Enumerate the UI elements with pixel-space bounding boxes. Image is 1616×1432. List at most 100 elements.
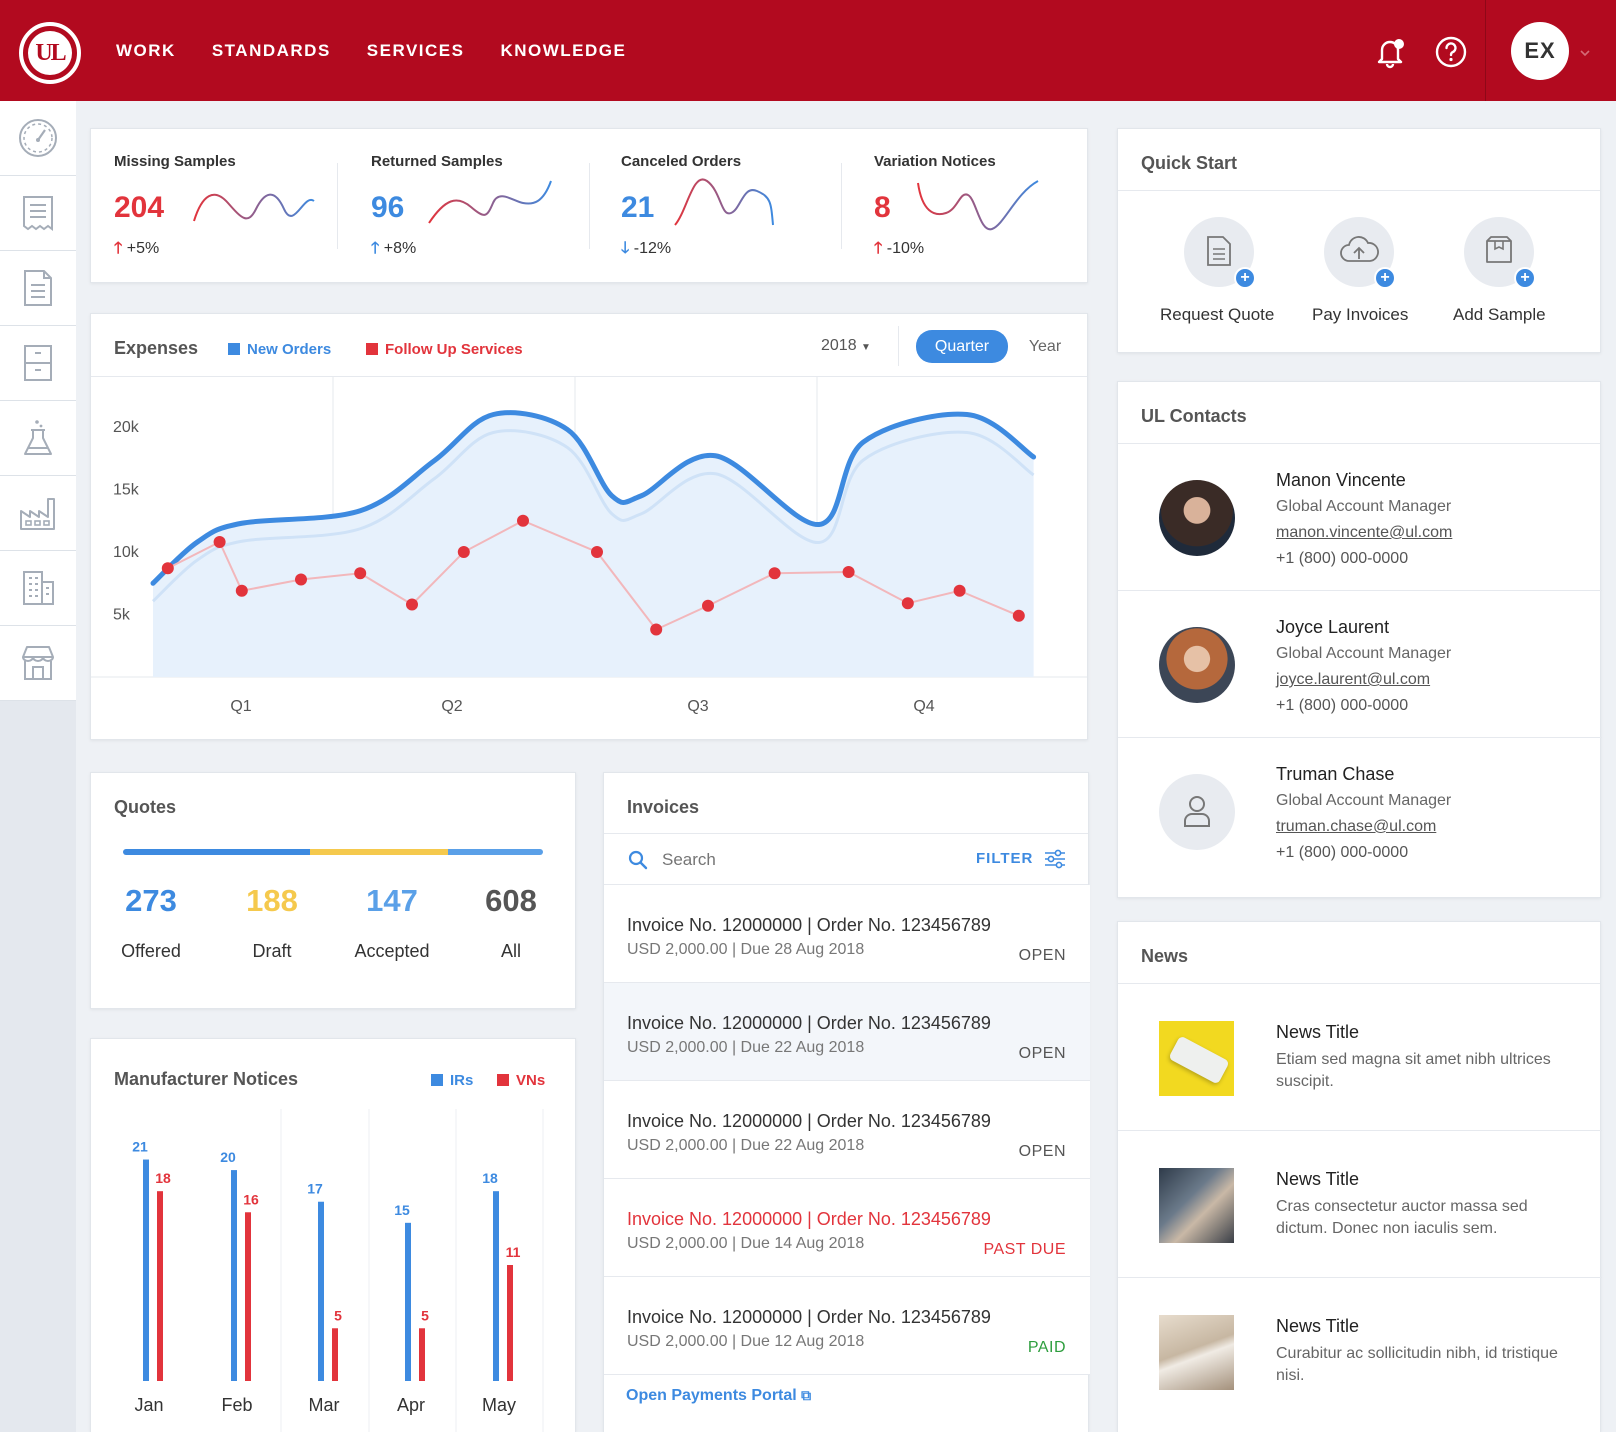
contact-item[interactable]: Manon Vincente Global Account Manager ma… — [1118, 444, 1602, 591]
nav-knowledge[interactable]: KNOWLEDGE — [500, 40, 627, 60]
news-item[interactable]: News Title Etiam sed magna sit amet nibh… — [1118, 984, 1602, 1131]
bar-irs[interactable] — [318, 1201, 324, 1381]
data-point[interactable] — [517, 514, 529, 527]
expenses-card: Expenses New Orders Follow Up Services 2… — [90, 313, 1088, 740]
contact-phone: +1 (800) 000-0000 — [1276, 844, 1409, 861]
quotes-offered-value[interactable]: 273 — [125, 883, 177, 918]
sidebar-item-buildings[interactable] — [0, 551, 76, 626]
legend-new-orders[interactable]: New Orders — [228, 341, 331, 358]
bar-vns[interactable] — [332, 1328, 338, 1381]
invoice-row[interactable]: Invoice No. 12000000 | Order No. 1234567… — [604, 1179, 1090, 1277]
tab-year[interactable]: Year — [1028, 338, 1062, 355]
contact-email[interactable]: truman.chase@ul.com — [1276, 818, 1437, 835]
ul-logo[interactable]: UL — [19, 22, 81, 84]
chevron-down-icon[interactable] — [1580, 48, 1590, 58]
legend-irs[interactable]: IRs — [431, 1072, 473, 1089]
invoice-row[interactable]: Invoice No. 12000000 | Order No. 1234567… — [604, 885, 1090, 983]
contact-email[interactable]: joyce.laurent@ul.com — [1276, 671, 1431, 688]
data-point[interactable] — [591, 546, 603, 558]
avatar — [1159, 627, 1235, 703]
open-payments-portal-link[interactable]: Open Payments Portal ⧉ — [626, 1387, 811, 1405]
logo-text: UL — [28, 31, 72, 75]
data-point[interactable] — [213, 536, 226, 548]
data-point[interactable] — [953, 584, 966, 597]
stat-divider — [589, 163, 590, 249]
quotes-all-value[interactable]: 608 — [485, 883, 537, 918]
sparkline — [428, 180, 552, 224]
stat-trend: 🡑 +5% — [114, 237, 159, 264]
sliders-icon[interactable] — [1044, 849, 1066, 869]
data-point[interactable] — [842, 566, 855, 578]
legend-vns[interactable]: VNs — [497, 1072, 545, 1089]
legend-label: VNs — [516, 1072, 546, 1089]
bar-vns[interactable] — [507, 1265, 513, 1381]
quotes-accepted-value[interactable]: 147 — [366, 883, 418, 918]
caret-down-icon: ▼ — [861, 342, 871, 353]
invoice-row[interactable]: Invoice No. 12000000 | Order No. 1234567… — [604, 1081, 1090, 1179]
news-item[interactable]: News Title Curabitur ac sollicitudin nib… — [1118, 1278, 1602, 1425]
bar-irs[interactable] — [231, 1170, 237, 1381]
quotes-draft-value[interactable]: 188 — [246, 883, 298, 918]
help-icon[interactable] — [1434, 35, 1468, 69]
legend-label: Follow Up Services — [385, 341, 523, 358]
contact-item[interactable]: Joyce Laurent Global Account Manager joy… — [1118, 591, 1602, 738]
year-select[interactable]: 2018 ▼ — [821, 337, 871, 355]
sidebar-item-documents[interactable] — [0, 251, 76, 326]
invoice-search-input[interactable] — [662, 846, 912, 874]
user-avatar[interactable]: EX — [1511, 22, 1569, 80]
sidebar-item-cabinet[interactable] — [0, 326, 76, 401]
invoice-row[interactable]: Invoice No. 12000000 | Order No. 1234567… — [604, 1277, 1090, 1375]
bar-irs[interactable] — [493, 1191, 499, 1381]
nav-work[interactable]: WORK — [116, 40, 176, 60]
sidebar-item-receipts[interactable] — [0, 176, 76, 251]
x-tick-label: Q1 — [230, 698, 251, 715]
contact-email[interactable]: manon.vincente@ul.com — [1276, 524, 1453, 541]
bar-irs[interactable] — [143, 1159, 149, 1381]
stat-label: Missing Samples — [114, 153, 236, 170]
data-point[interactable] — [406, 598, 418, 611]
data-point[interactable] — [1012, 609, 1025, 622]
sidebar-item-factories[interactable] — [0, 476, 76, 551]
contact-item[interactable]: Truman Chase Global Account Manager trum… — [1118, 738, 1602, 885]
sidebar-item-lab[interactable] — [0, 401, 76, 476]
data-point[interactable] — [354, 567, 367, 580]
data-point[interactable] — [901, 597, 914, 610]
avatar — [1159, 480, 1235, 556]
pay-invoices-button[interactable]: + — [1324, 217, 1396, 289]
stat-canceled-orders[interactable]: Canceled Orders 21 🡓 -12% — [621, 129, 851, 279]
tab-quarter[interactable]: Quarter — [916, 330, 1008, 363]
data-point[interactable] — [702, 599, 714, 612]
request-quote-button[interactable]: + — [1184, 217, 1256, 289]
bar-irs[interactable] — [405, 1222, 411, 1381]
bar-vns[interactable] — [245, 1212, 251, 1381]
invoice-status: OPEN — [1018, 1045, 1066, 1062]
nav-standards[interactable]: STANDARDS — [211, 40, 331, 60]
data-point[interactable] — [768, 567, 781, 580]
data-point[interactable] — [161, 562, 174, 575]
x-tick-label: May — [482, 1395, 516, 1415]
bar-vns[interactable] — [157, 1191, 163, 1381]
filter-button[interactable]: FILTER — [976, 850, 1034, 867]
sidebar-item-stores[interactable] — [0, 626, 76, 701]
data-point[interactable] — [235, 584, 248, 597]
sidebar-item-dashboard[interactable] — [0, 101, 76, 176]
quotes-offered-label: Offered — [121, 941, 181, 961]
bar-vns[interactable] — [419, 1328, 425, 1381]
stat-value: 96 — [371, 191, 405, 224]
sidebar — [0, 101, 76, 1432]
legend-follow-up-services[interactable]: Follow Up Services — [366, 341, 523, 358]
data-point[interactable] — [457, 546, 470, 558]
invoice-row[interactable]: Invoice No. 12000000 | Order No. 1234567… — [604, 983, 1090, 1081]
search-icon[interactable] — [628, 850, 648, 870]
bar-value-label: 17 — [307, 1181, 323, 1197]
news-item[interactable]: News Title Cras consectetur auctor massa… — [1118, 1131, 1602, 1278]
stat-variation-notices[interactable]: Variation Notices 8 🡑 -10% — [874, 129, 1089, 279]
invoice-subtitle: USD 2,000.00 | Due 22 Aug 2018 — [627, 1039, 865, 1056]
stat-missing-samples[interactable]: Missing Samples 204 🡑 +5% — [114, 129, 344, 279]
nav-services[interactable]: SERVICES — [366, 40, 465, 60]
add-sample-button[interactable]: + — [1464, 217, 1536, 289]
stat-returned-samples[interactable]: Returned Samples 96 🡑 +8% — [371, 129, 601, 279]
data-point[interactable] — [650, 623, 663, 636]
bell-icon[interactable] — [1373, 35, 1407, 69]
data-point[interactable] — [295, 573, 307, 586]
